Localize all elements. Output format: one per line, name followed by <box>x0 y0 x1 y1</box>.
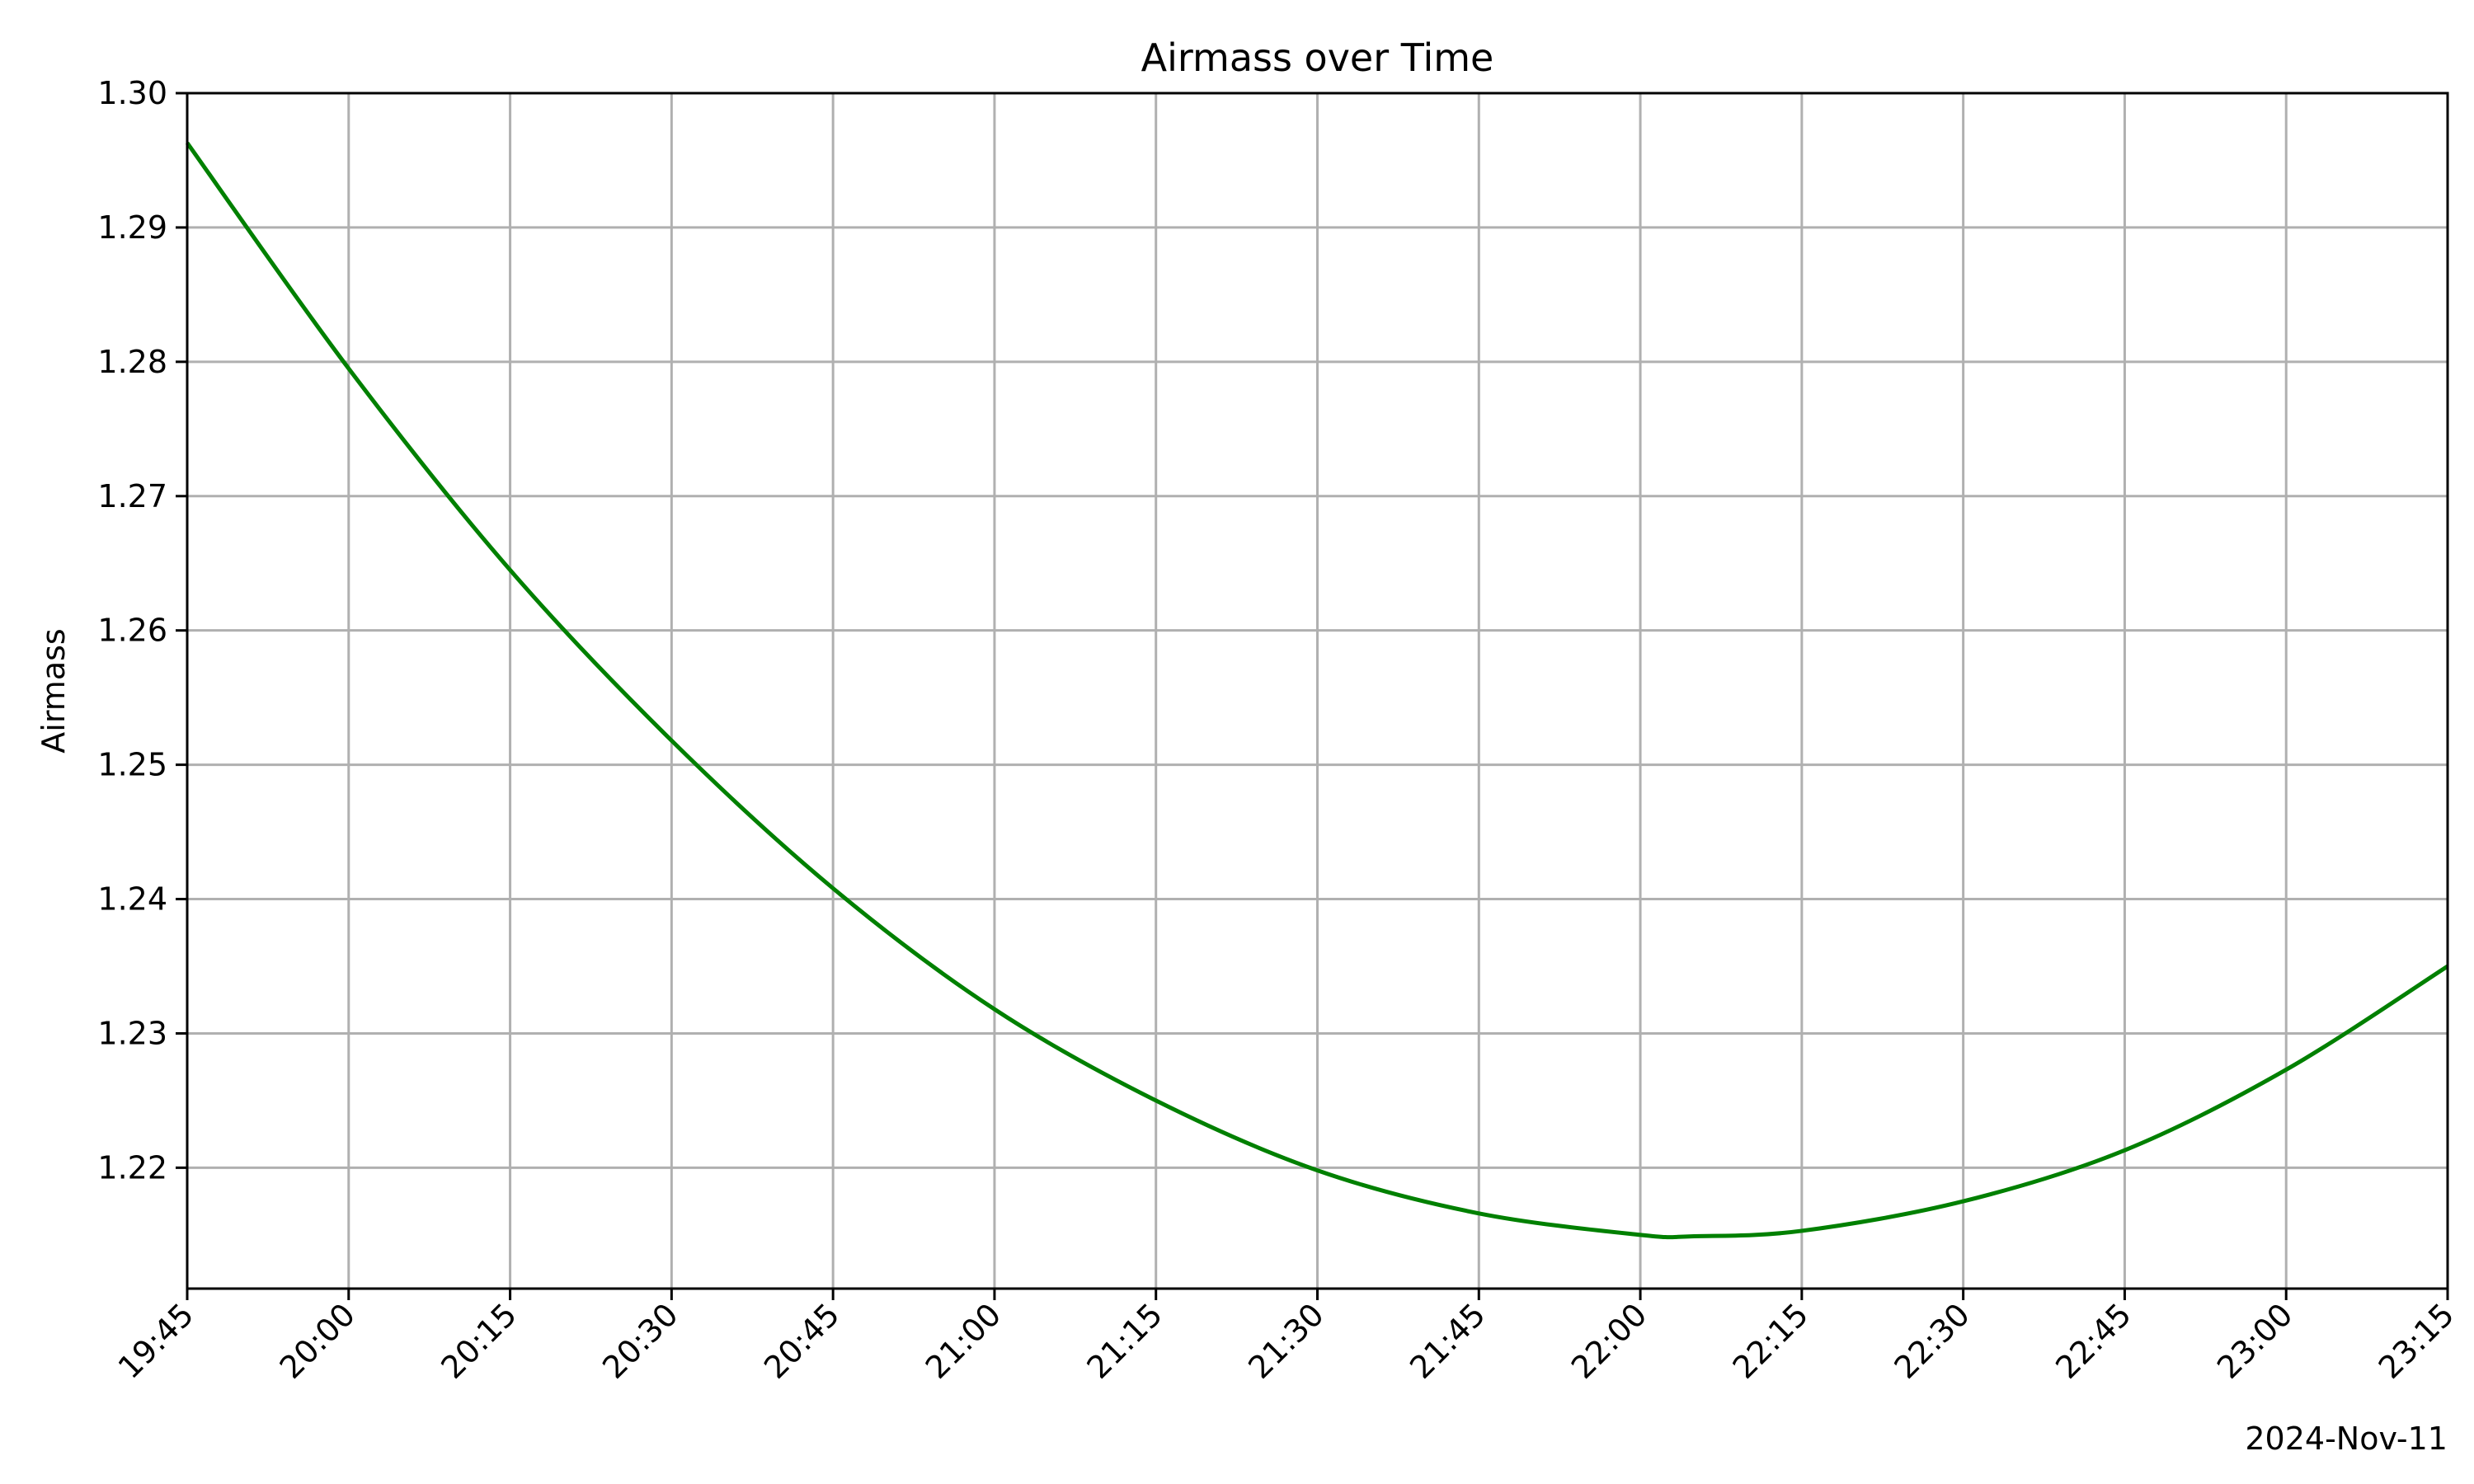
x-tick-label: 19:45 <box>111 1296 201 1386</box>
series-layer <box>185 141 2449 1240</box>
x-tick-label: 23:00 <box>2210 1296 2300 1386</box>
ticks: 19:45 20:00 20:15 20:30 20:45 21:00 21:15 21:30… <box>97 75 2461 1386</box>
x-tick-label: 22:45 <box>2048 1296 2138 1386</box>
x-tick-label: 23:15 <box>2372 1296 2462 1386</box>
x-tick-label: 21:15 <box>1080 1296 1170 1386</box>
x-tick-label: 22:00 <box>1564 1296 1654 1386</box>
x-tick-label: 20:00 <box>273 1296 363 1386</box>
x-tick-label: 22:15 <box>1726 1296 1816 1386</box>
x-tick-label: 20:15 <box>434 1296 524 1386</box>
y-tick-label: 1.23 <box>97 1015 167 1051</box>
x-tick-label: 20:30 <box>595 1296 685 1386</box>
x-axis-date-label: 2024-Nov-11 <box>2245 1421 2448 1457</box>
y-tick-label: 1.27 <box>97 478 167 514</box>
y-tick-label: 1.28 <box>97 344 167 380</box>
y-tick-label: 1.30 <box>97 75 167 111</box>
y-tick-label: 1.24 <box>97 881 167 918</box>
y-axis-label: Airmass <box>35 628 72 753</box>
grid-lines <box>186 92 2449 1289</box>
y-tick-label: 1.25 <box>97 747 167 783</box>
y-tick-label: 1.26 <box>97 613 167 649</box>
y-tick-label: 1.29 <box>97 209 167 246</box>
x-tick-label: 21:00 <box>919 1296 1009 1386</box>
y-tick-label: 1.22 <box>97 1149 167 1186</box>
x-tick-label: 20:45 <box>757 1296 847 1386</box>
x-tick-label: 21:30 <box>1241 1296 1331 1386</box>
x-tick-label: 22:30 <box>1887 1296 1977 1386</box>
airmass-series-line <box>185 141 2449 1240</box>
x-tick-label: 21:45 <box>1403 1296 1493 1386</box>
chart-title: Airmass over Time <box>1141 35 1494 80</box>
